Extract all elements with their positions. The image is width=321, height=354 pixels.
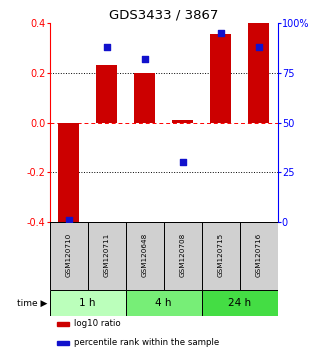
Point bbox=[256, 44, 261, 50]
Bar bbox=[96, 65, 117, 122]
Point bbox=[218, 30, 223, 36]
Bar bbox=[58, 122, 79, 224]
Bar bbox=[248, 23, 269, 122]
Bar bbox=[172, 120, 193, 122]
Text: 1 h: 1 h bbox=[80, 298, 96, 308]
Text: time ▶: time ▶ bbox=[17, 299, 48, 308]
Bar bbox=[240, 222, 278, 290]
Text: GSM120716: GSM120716 bbox=[256, 233, 262, 277]
Bar bbox=[126, 222, 164, 290]
Text: percentile rank within the sample: percentile rank within the sample bbox=[74, 338, 219, 348]
Bar bbox=[88, 222, 126, 290]
Text: GSM120710: GSM120710 bbox=[66, 233, 72, 277]
Text: GSM120715: GSM120715 bbox=[218, 233, 224, 277]
Bar bbox=[164, 222, 202, 290]
Bar bbox=[126, 290, 202, 316]
Point bbox=[142, 56, 147, 62]
Bar bbox=[50, 290, 126, 316]
Bar bbox=[50, 222, 88, 290]
Bar bbox=[202, 290, 278, 316]
Text: GSM120711: GSM120711 bbox=[104, 233, 110, 277]
Bar bbox=[56, 341, 69, 345]
Text: GSM120708: GSM120708 bbox=[180, 233, 186, 277]
Point bbox=[104, 44, 109, 50]
Point bbox=[180, 160, 185, 165]
Bar bbox=[202, 222, 240, 290]
Text: 24 h: 24 h bbox=[228, 298, 251, 308]
Text: log10 ratio: log10 ratio bbox=[74, 319, 120, 329]
Bar bbox=[210, 34, 231, 122]
Text: 4 h: 4 h bbox=[155, 298, 172, 308]
Title: GDS3433 / 3867: GDS3433 / 3867 bbox=[109, 9, 218, 22]
Point bbox=[66, 217, 71, 223]
Text: GSM120648: GSM120648 bbox=[142, 233, 148, 277]
Bar bbox=[56, 322, 69, 326]
Bar bbox=[134, 73, 155, 122]
